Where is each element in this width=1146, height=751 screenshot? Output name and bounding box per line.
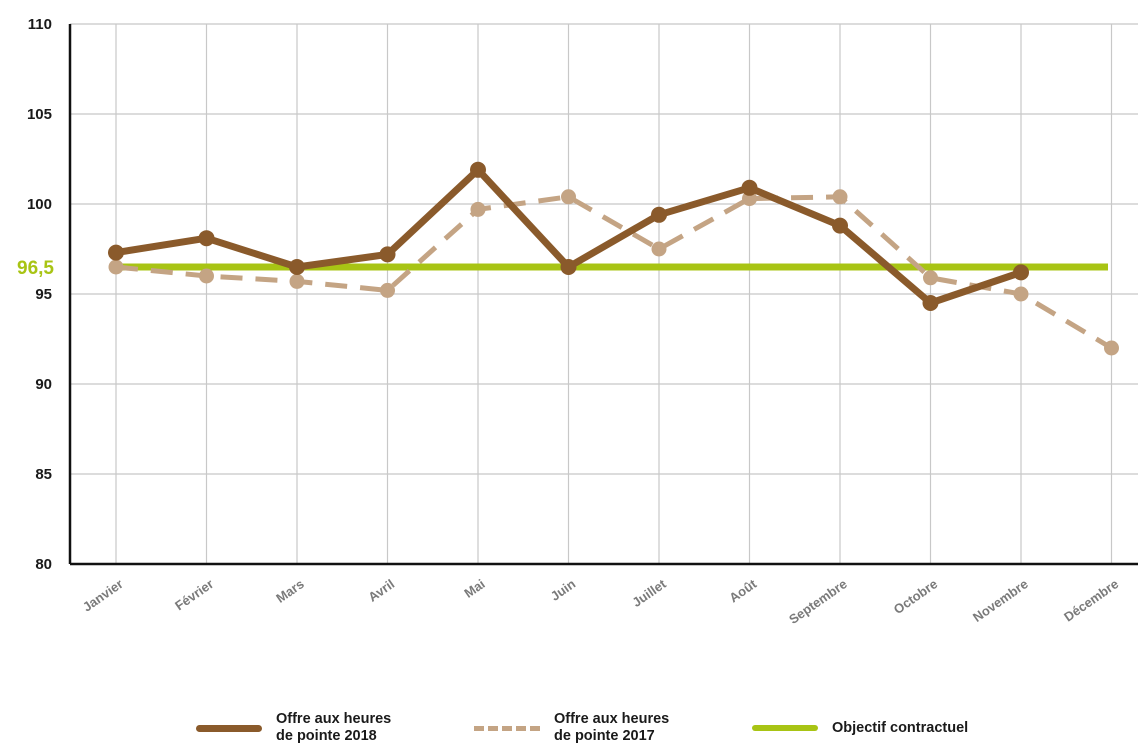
series-point-2017 — [380, 282, 395, 298]
series-point-2017 — [651, 241, 667, 257]
x-tick-label: Décembre — [1061, 576, 1121, 624]
legend-swatch-solid — [196, 724, 262, 732]
x-tick-label: Mai — [461, 576, 487, 601]
legend-swatch-target — [752, 725, 818, 731]
legend-swatch-dashed — [474, 725, 540, 731]
series-line-2017 — [115, 194, 1113, 351]
legend-label-target: Objectif contractuel — [832, 720, 968, 737]
series-point-2018 — [198, 230, 215, 247]
legend-label-line2: de pointe 2017 — [554, 728, 655, 744]
x-tick-label: Juillet — [629, 576, 669, 610]
series-point-2017 — [561, 189, 576, 205]
series-point-2018 — [1013, 264, 1029, 281]
legend-label-2017: Offre aux heures de pointe 2017 — [554, 711, 669, 745]
legend-label-2018: Offre aux heures de pointe 2018 — [276, 711, 391, 745]
y-axis-ticks: 80 85 90 95 100 105 110 — [27, 16, 52, 573]
series-point-2018 — [560, 259, 577, 275]
series-point-2017 — [108, 259, 124, 275]
target-line-group: 96,5 — [17, 258, 1108, 279]
series-point-2018 — [741, 179, 758, 196]
line-chart: 80 85 90 95 100 105 110 Janvier Février Mars Avri… — [17, 16, 1138, 627]
target-value-label: 96,5 — [17, 258, 54, 279]
y-tick-label: 110 — [28, 16, 52, 33]
series-point-2017 — [923, 270, 938, 286]
x-tick-label: Octobre — [891, 576, 940, 617]
series-point-2018 — [379, 246, 396, 263]
series-point-2017 — [199, 268, 214, 284]
legend-label-line2: de pointe 2018 — [276, 728, 377, 744]
x-tick-label: Novembre — [970, 576, 1031, 625]
series-point-2017 — [1013, 286, 1029, 302]
series-point-2018 — [922, 295, 939, 311]
y-tick-label: 85 — [35, 466, 52, 483]
series-point-2018 — [470, 161, 486, 178]
x-tick-label: Février — [172, 576, 216, 613]
legend-item-target: Objectif contractuel — [752, 705, 968, 751]
y-tick-label: 105 — [27, 106, 52, 123]
series-point-2017 — [289, 273, 305, 289]
x-tick-label: Juin — [548, 576, 579, 604]
series-point-2018 — [651, 206, 667, 223]
x-tick-label: Août — [726, 576, 759, 606]
legend-label-line1: Offre aux heures — [276, 711, 392, 727]
x-tick-label: Septembre — [786, 576, 850, 627]
series-group — [108, 161, 1119, 356]
series-point-2017 — [470, 201, 486, 217]
legend: Offre aux heures de pointe 2018 Offre au… — [0, 705, 1146, 751]
legend-item-2018: Offre aux heures de pointe 2018 — [196, 705, 391, 751]
grid-lines — [70, 23, 1138, 564]
series-point-2018 — [108, 244, 124, 261]
x-tick-label: Janvier — [80, 576, 126, 614]
y-tick-label: 95 — [35, 286, 52, 303]
axes — [68, 24, 1138, 566]
series-point-2018 — [832, 217, 848, 234]
x-tick-label: Avril — [365, 576, 397, 605]
legend-label-line1: Objectif contractuel — [832, 719, 969, 736]
y-tick-label: 100 — [27, 196, 52, 213]
series-point-2017 — [832, 189, 848, 205]
series-point-2017 — [1104, 340, 1119, 356]
x-tick-label: Mars — [273, 576, 306, 606]
legend-label-line1: Offre aux heures — [554, 711, 670, 727]
x-axis-ticks: Janvier Février Mars Avril Mai Juin Juillet Aoû… — [80, 576, 1121, 627]
legend-item-2017: Offre aux heures de pointe 2017 — [474, 705, 669, 751]
y-tick-label: 80 — [35, 556, 52, 573]
y-tick-label: 90 — [35, 376, 52, 393]
series-point-2018 — [289, 259, 305, 275]
